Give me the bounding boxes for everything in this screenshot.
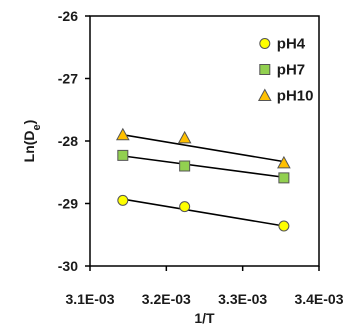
point-ph7 (117, 149, 129, 161)
point-ph10 (277, 155, 291, 169)
y-tick-label: -29 (58, 196, 78, 212)
x-tick-label: 3.2E-03 (142, 291, 191, 307)
legend-marker-ph4 (259, 38, 271, 49)
legend-label-ph4: pH4 (277, 36, 306, 53)
point-ph4 (278, 220, 290, 232)
legend-marker-ph10 (257, 88, 272, 101)
y-axis-label-main: Ln(D (21, 130, 37, 162)
x-axis-label: 1/T (194, 310, 215, 326)
y-tick-label: -26 (58, 8, 78, 24)
legend-label-ph7: pH7 (277, 62, 305, 79)
y-axis-label: Ln(De) (21, 120, 43, 163)
point-ph10 (177, 130, 192, 144)
y-tick-label: -30 (58, 258, 78, 274)
trendline-ph10 (122, 134, 285, 163)
y-axis-label-close: ) (21, 120, 37, 125)
point-ph10 (115, 127, 130, 141)
x-tick-label: 3.3E-03 (218, 291, 267, 307)
legend: pH4 pH7 pH10 (257, 36, 314, 105)
data-markers (115, 127, 291, 232)
y-tick-label: -27 (58, 71, 78, 87)
trendline-ph7 (122, 155, 284, 178)
point-ph7 (179, 160, 191, 172)
x-tick-label: 3.1E-03 (65, 291, 114, 307)
x-tick-label: 3.4E-03 (294, 291, 343, 307)
y-tick-label: -28 (58, 133, 78, 149)
legend-label-ph10: pH10 (277, 88, 314, 105)
trendline-ph4 (122, 198, 285, 227)
point-ph7 (278, 172, 290, 184)
axes: -30 -29 -28 -27 -26 3.1E-03 3.2E-03 3.3E-03 3.4E… (58, 8, 344, 307)
point-ph4 (117, 194, 129, 206)
legend-marker-ph7 (259, 64, 271, 75)
trendlines (122, 134, 285, 227)
y-axis-label-subscript: e (31, 124, 43, 130)
point-ph4 (179, 201, 191, 213)
